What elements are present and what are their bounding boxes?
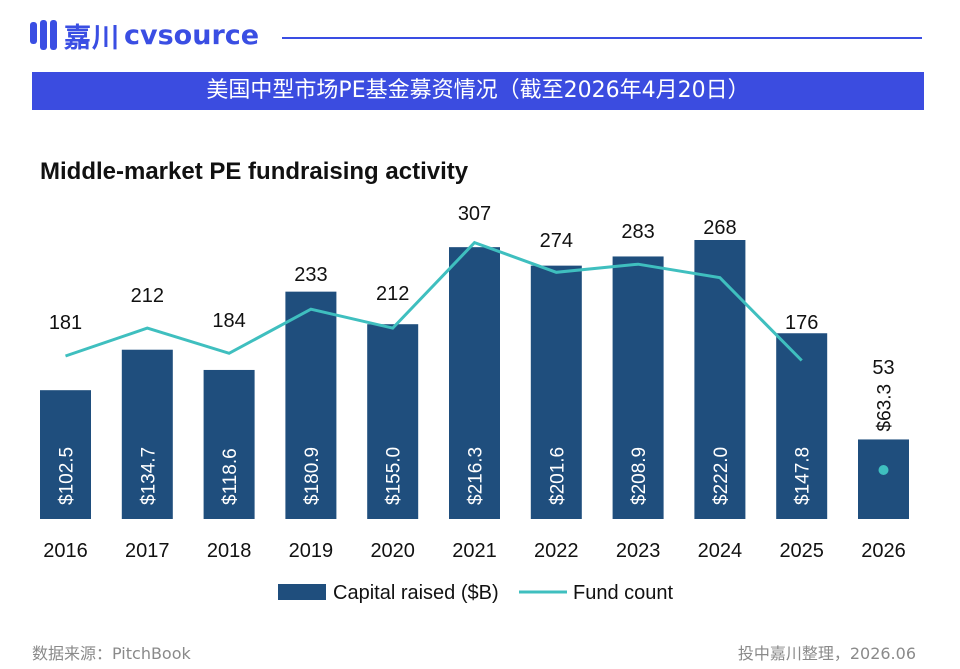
bar-2022 (530, 265, 582, 519)
x-tick-label: 2018 (207, 540, 252, 562)
fund-count-label: 181 (49, 312, 82, 334)
bar-value-label: $134.7 (138, 447, 159, 505)
fund-count-label: 184 (212, 310, 245, 332)
x-tick-label: 2025 (779, 540, 824, 562)
header-divider (282, 37, 922, 39)
logo-icon (28, 18, 58, 52)
fund-count-label: 283 (621, 221, 654, 243)
fund-count-label: 53 (872, 357, 894, 379)
bar-value-label: $201.6 (547, 447, 568, 505)
fund-count-label: 268 (703, 217, 736, 239)
bar-value-label: $155.0 (384, 447, 405, 505)
bar-2021 (449, 247, 500, 519)
fund-count-point-2026 (878, 465, 889, 475)
bar-2024 (694, 240, 746, 519)
brand-logo: 嘉川 cvsource (28, 14, 259, 56)
bar-value-label: $147.8 (793, 447, 814, 505)
bar-value-label: $216.3 (466, 447, 487, 505)
bar-value-label: $180.9 (302, 447, 323, 505)
bar-2023 (612, 256, 664, 519)
legend-swatch-capital (278, 584, 326, 600)
fund-count-line (65, 240, 803, 362)
fund-count-label: 307 (458, 203, 491, 225)
bar-value-label: $102.5 (57, 447, 78, 505)
fund-count-label: 233 (294, 264, 327, 286)
bar-value-label: $118.6 (220, 448, 241, 505)
x-tick-label: 2026 (861, 540, 906, 562)
bar-2020 (367, 324, 419, 519)
x-tick-label: 2017 (125, 540, 170, 562)
bar-2017 (121, 349, 173, 519)
x-tick-label: 2023 (616, 540, 661, 562)
banner-title: 美国中型市场PE基金募资情况（截至2026年4月20日） (32, 72, 924, 110)
bar-value-label: $222.0 (711, 447, 732, 505)
chart-title: Middle-market PE fundraising activity (40, 158, 469, 185)
x-tick-label: 2021 (452, 540, 497, 562)
x-tick-label: 2016 (43, 540, 88, 562)
bar-2025 (776, 333, 828, 519)
fund-count-label: 274 (540, 230, 573, 252)
x-tick-label: 2022 (534, 540, 579, 562)
bar-value-label: $208.9 (629, 447, 650, 505)
x-tick-label: 2020 (370, 540, 415, 562)
fund-count-label: 176 (785, 312, 818, 334)
x-tick-label: 2019 (289, 540, 334, 562)
bar-2026 (858, 439, 909, 519)
fund-count-label: 212 (376, 283, 409, 305)
source-note: 数据来源：PitchBook (32, 644, 191, 663)
fund-count-label: 212 (131, 285, 164, 307)
legend-label-capital: Capital raised ($B) (333, 582, 499, 604)
legend-label-fund-count: Fund count (573, 582, 674, 604)
bar-2016 (40, 390, 91, 519)
logo-cn-text: 嘉川 (64, 22, 120, 54)
bar-2019 (285, 291, 337, 519)
bar-2018 (203, 369, 255, 519)
credit-note: 投中嘉川整理，2026.06 (737, 644, 916, 663)
bar-value-label: $63.3 (875, 384, 896, 432)
x-tick-label: 2024 (698, 540, 743, 562)
logo-en-text: cvsource (124, 19, 260, 51)
